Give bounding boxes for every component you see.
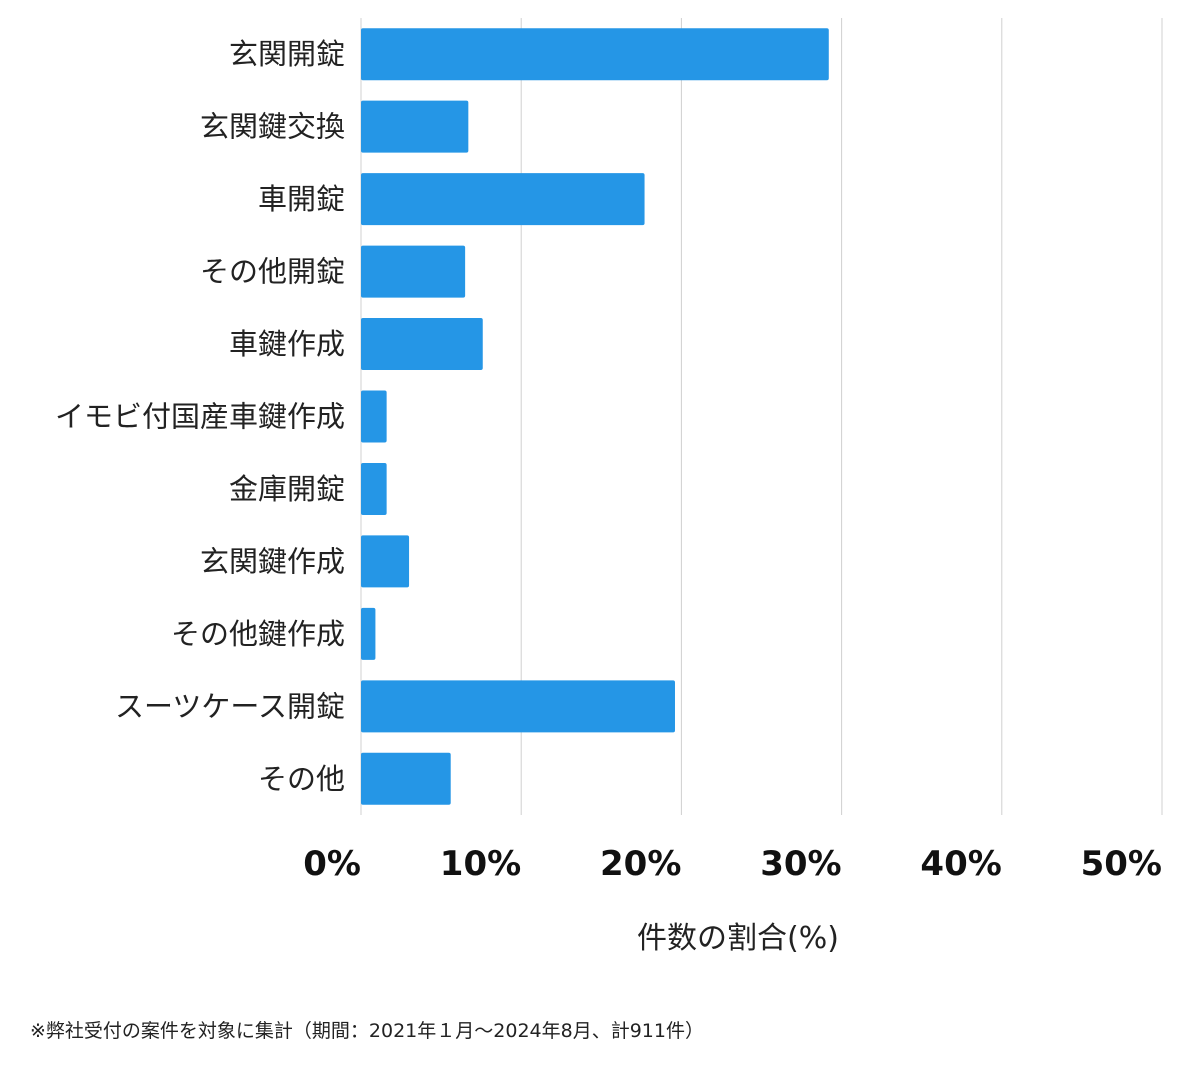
category-label: その他鍵作成 xyxy=(171,617,345,651)
bar xyxy=(361,318,483,371)
bar xyxy=(361,245,466,298)
bar xyxy=(361,100,469,153)
bar xyxy=(361,535,410,588)
category-label: 金庫開錠 xyxy=(229,472,345,506)
bar xyxy=(361,680,675,733)
category-label: 車開錠 xyxy=(258,182,345,216)
category-label: イモビ付国産車鍵作成 xyxy=(55,400,345,434)
x-tick-label: 30% xyxy=(760,844,841,884)
x-tick-label: 0% xyxy=(303,844,361,884)
x-tick-label: 50% xyxy=(1081,844,1162,884)
x-tick-label: 40% xyxy=(920,844,1001,884)
bar xyxy=(361,752,451,805)
footnote: ※弊社受付の案件を対象に集計（期間：2021年１月～2024年8月、計911件） xyxy=(30,1020,704,1042)
x-tick-label: 10% xyxy=(440,844,521,884)
category-label: その他 xyxy=(258,762,345,796)
category-label: 玄関鍵交換 xyxy=(200,110,345,144)
bar xyxy=(361,28,829,81)
category-label: 玄関開錠 xyxy=(229,37,345,71)
x-axis-label: 件数の割合(%) xyxy=(637,921,839,956)
bar xyxy=(361,173,645,226)
category-label: 玄関鍵作成 xyxy=(200,544,345,578)
bar-chart: 0% 10% 20% 30% 40% 50% 玄関開錠玄関鍵交換車開錠その他開錠車鍵作成イモ… xyxy=(55,18,1163,956)
category-label: その他開錠 xyxy=(200,255,345,289)
bar xyxy=(361,462,387,515)
category-label: 車鍵作成 xyxy=(229,327,345,361)
bar xyxy=(361,607,376,660)
x-tick-label: 20% xyxy=(600,844,681,884)
category-label: スーツケース開錠 xyxy=(115,689,345,723)
bar xyxy=(361,390,387,443)
